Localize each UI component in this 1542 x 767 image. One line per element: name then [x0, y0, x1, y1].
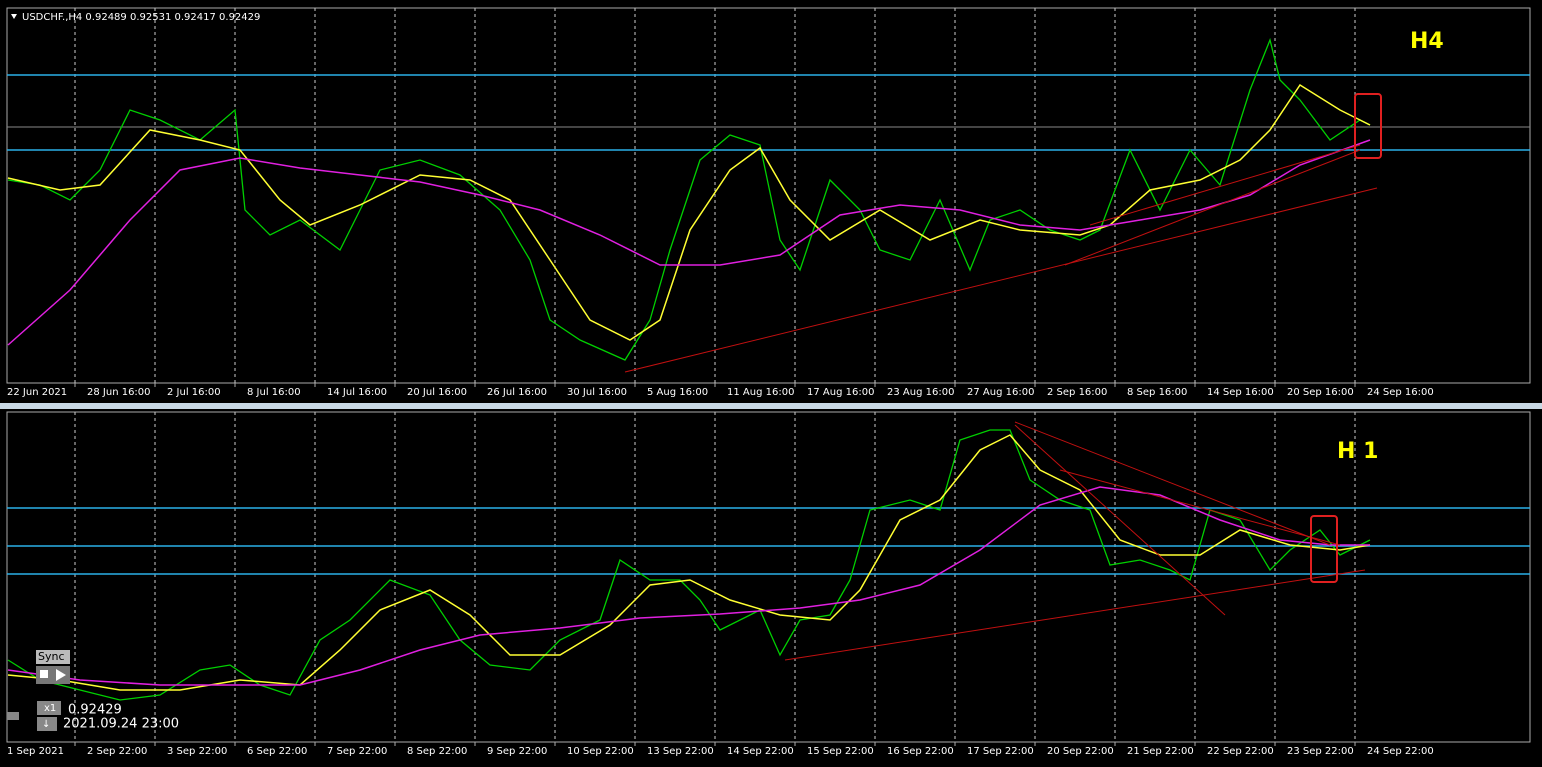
- play-icon[interactable]: [56, 669, 66, 681]
- timeframe-label: H4: [1410, 29, 1444, 54]
- x-tick-label: 1 Sep 2021: [7, 746, 64, 757]
- highlight-box: [1354, 93, 1382, 159]
- slow-ma: [7, 486, 1370, 686]
- trendline: [624, 187, 1378, 373]
- x-tick-label: 10 Sep 22:00: [567, 746, 634, 757]
- scroll-handle[interactable]: [7, 712, 19, 720]
- speed-label: x1: [44, 703, 56, 714]
- top-x-axis: 22 Jun 2021 28 Jun 16:00 2 Jul 16:00 8 Jul …: [7, 383, 1434, 398]
- x-tick-label: 13 Sep 22:00: [647, 746, 714, 757]
- trendline: [1014, 424, 1226, 616]
- fast-ma: [7, 83, 1371, 341]
- highlight-box: [1310, 515, 1338, 583]
- price-trace: [7, 429, 1371, 701]
- x-tick-label: 8 Jul 16:00: [247, 387, 301, 398]
- x-tick-label: 20 Sep 22:00: [1047, 746, 1114, 757]
- price-readout: 0.92429: [68, 703, 122, 718]
- x-tick-label: 26 Jul 16:00: [487, 387, 547, 398]
- x-tick-label: 17 Aug 16:00: [807, 387, 874, 398]
- x-tick-label: 3 Sep 22:00: [167, 746, 227, 757]
- top-grid: [74, 8, 1356, 383]
- x-tick-label: 11 Aug 16:00: [727, 387, 794, 398]
- x-tick-label: 22 Jun 2021: [7, 387, 67, 398]
- x-tick-label: 14 Sep 22:00: [727, 746, 794, 757]
- bottom-x-axis: 1 Sep 2021 2 Sep 22:00 3 Sep 22:00 6 Sep 22…: [7, 742, 1434, 757]
- down-arrow: ↓: [42, 719, 50, 730]
- x-tick-label: 28 Jun 16:00: [87, 387, 151, 398]
- x-tick-label: 8 Sep 16:00: [1127, 387, 1187, 398]
- x-tick-label: 7 Sep 22:00: [327, 746, 387, 757]
- bottom-grid: [74, 412, 1356, 742]
- x-tick-label: 8 Sep 22:00: [407, 746, 467, 757]
- trendline: [784, 569, 1366, 661]
- menu-arrow[interactable]: [11, 14, 17, 19]
- x-tick-label: 14 Sep 16:00: [1207, 387, 1274, 398]
- x-tick-label: 2 Sep 22:00: [87, 746, 147, 757]
- x-tick-label: 23 Aug 16:00: [887, 387, 954, 398]
- x-tick-label: 16 Sep 22:00: [887, 746, 954, 757]
- x-tick-label: 21 Sep 22:00: [1127, 746, 1194, 757]
- price-trace: [7, 37, 1371, 361]
- timeframe-label: H 1: [1337, 439, 1378, 464]
- bottom-chart-frame: [6, 411, 1531, 743]
- x-tick-label: 2 Jul 16:00: [167, 387, 221, 398]
- chart-header: USDCHF.,H4 0.92489 0.92531 0.92417 0.924…: [22, 12, 260, 23]
- panel-separator[interactable]: [0, 403, 1542, 409]
- x-tick-label: 20 Jul 16:00: [407, 387, 467, 398]
- x-tick-label: 14 Jul 16:00: [327, 387, 387, 398]
- x-tick-label: 22 Sep 22:00: [1207, 746, 1274, 757]
- top-chart-frame: [6, 7, 1531, 384]
- x-tick-label: 5 Aug 16:00: [647, 387, 708, 398]
- x-tick-label: 23 Sep 22:00: [1287, 746, 1354, 757]
- sync-label: Sync: [38, 650, 65, 663]
- x-tick-label: 6 Sep 22:00: [247, 746, 307, 757]
- x-tick-label: 30 Jul 16:00: [567, 387, 627, 398]
- sync-button[interactable]: [36, 650, 70, 664]
- x-tick-label: 2 Sep 16:00: [1047, 387, 1107, 398]
- down-button[interactable]: [37, 717, 57, 731]
- trendline: [1059, 469, 1341, 546]
- speed-button[interactable]: [37, 701, 61, 715]
- x-tick-label: 24 Sep 22:00: [1367, 746, 1434, 757]
- x-tick-label: 17 Sep 22:00: [967, 746, 1034, 757]
- trendline: [1089, 144, 1361, 226]
- trendline: [1064, 149, 1361, 266]
- trendline: [1014, 421, 1331, 546]
- stop-icon[interactable]: [40, 670, 48, 678]
- x-tick-label: 27 Aug 16:00: [967, 387, 1034, 398]
- slow-ma: [7, 139, 1371, 346]
- x-tick-label: 20 Sep 16:00: [1287, 387, 1354, 398]
- x-tick-label: 9 Sep 22:00: [487, 746, 547, 757]
- x-tick-label: 24 Sep 16:00: [1367, 387, 1434, 398]
- x-tick-label: 15 Sep 22:00: [807, 746, 874, 757]
- time-readout: 2021.09.24 23:00: [63, 717, 179, 732]
- fast-ma: [7, 434, 1371, 691]
